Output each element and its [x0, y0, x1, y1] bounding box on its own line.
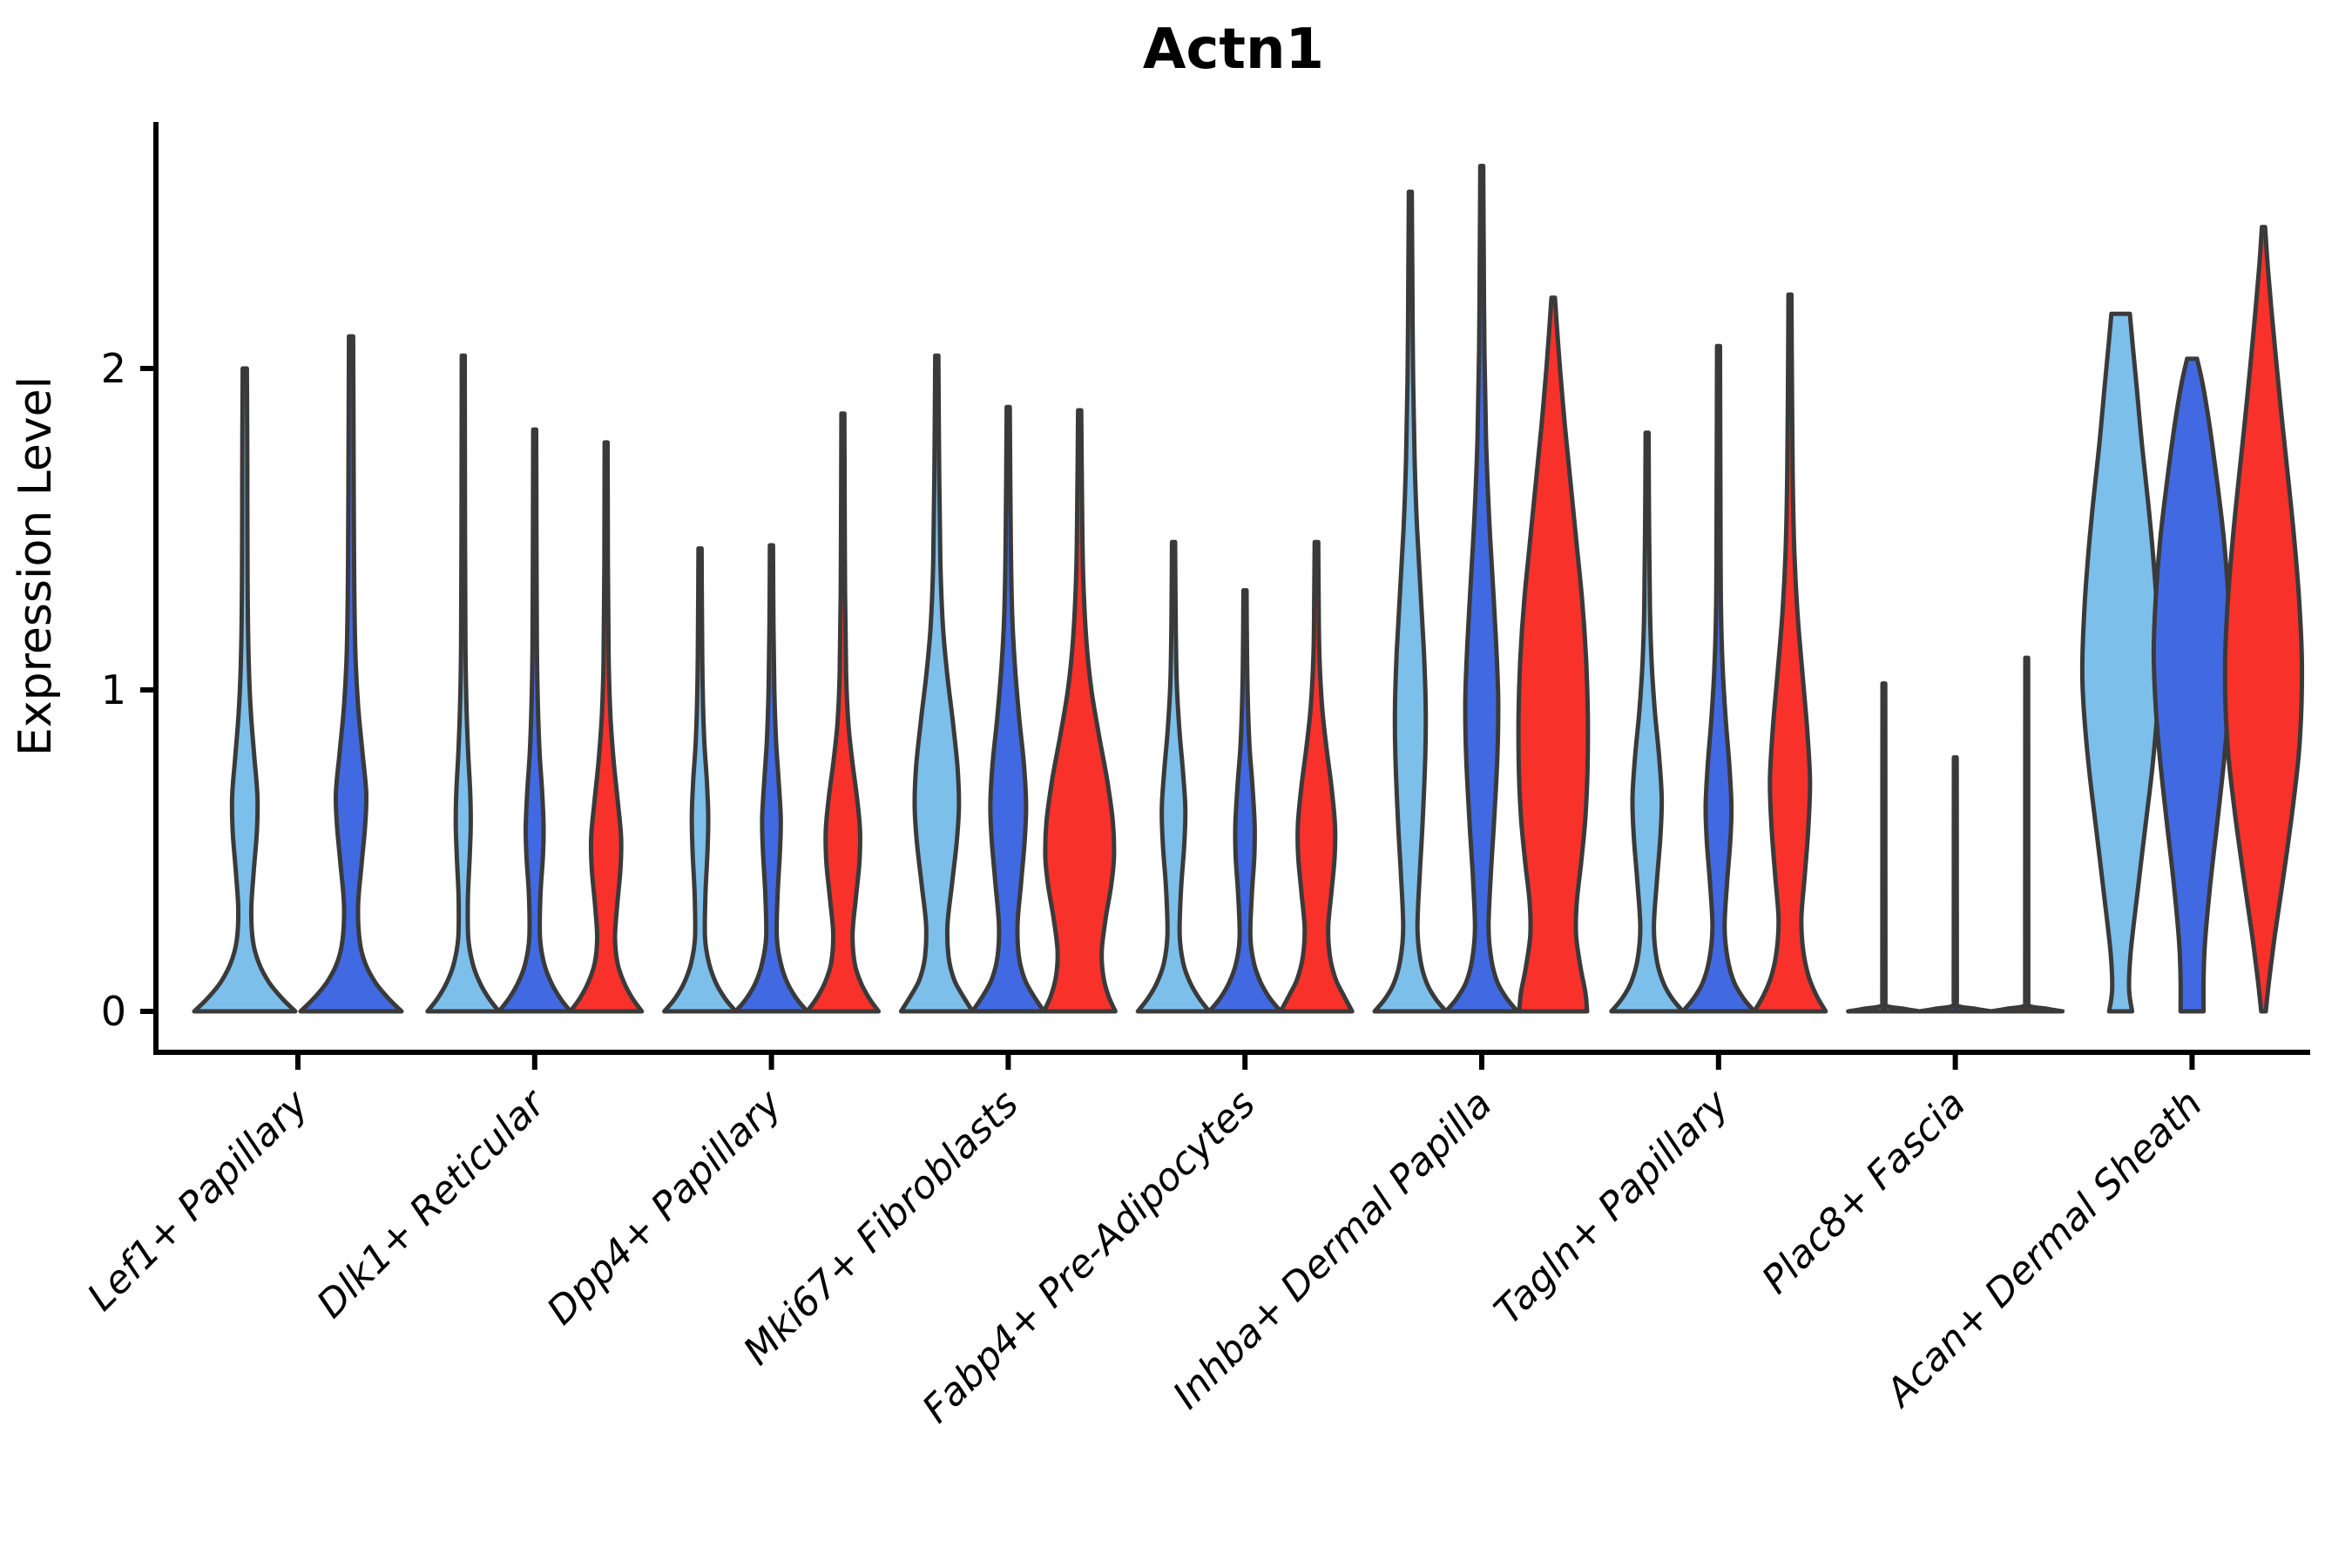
- violin-dlk1-group-1: [425, 353, 502, 1014]
- x-tick-label-lef1: Lef1+ Papillary: [79, 1081, 318, 1320]
- y-tick-label: 2: [101, 345, 126, 392]
- violin-fabp4-group-3: [1278, 539, 1355, 1014]
- violin-plac8-group-1: [1846, 681, 1923, 1014]
- violin-inhba-group-3: [1516, 295, 1591, 1014]
- violin-inhba-group-1: [1372, 189, 1449, 1014]
- x-tick-label-plac8: Plac8+ Fascia: [1754, 1082, 1974, 1302]
- violin-dpp4-group-3: [805, 411, 882, 1014]
- violin-lef1-group-1: [192, 366, 298, 1014]
- violin-dlk1-group-3: [568, 440, 645, 1014]
- chart-title: Actn1: [1143, 17, 1324, 82]
- violin-dpp4-group-1: [662, 546, 739, 1014]
- axes: [140, 122, 2310, 1070]
- violin-acan-group-3: [2222, 225, 2305, 1014]
- y-tick-label: 1: [101, 666, 126, 713]
- violin-lef1-group-2: [298, 334, 404, 1014]
- y-axis-label: Expression Level: [10, 376, 62, 756]
- violin-tagln-group-2: [1680, 343, 1757, 1014]
- violin-acan-group-1: [2079, 311, 2161, 1014]
- violin-acan-group-2: [2151, 356, 2233, 1014]
- y-tick-label: 0: [101, 988, 126, 1035]
- x-tick-label-dpp4: Dpp4+ Papillary: [538, 1081, 791, 1334]
- violin-mki67-group-3: [1041, 408, 1118, 1014]
- violin-mki67-group-1: [898, 353, 975, 1014]
- violin-plac8-group-2: [1917, 755, 1994, 1014]
- violin-mki67-group-2: [970, 404, 1046, 1014]
- violin-tagln-group-1: [1609, 430, 1686, 1014]
- violin-dlk1-group-2: [497, 427, 573, 1014]
- violin-tagln-group-3: [1752, 292, 1828, 1014]
- x-tick-label-tagln: Tagln+ Papillary: [1486, 1081, 1738, 1333]
- violin-plac8-group-3: [1989, 655, 2065, 1014]
- violin-inhba-group-2: [1443, 164, 1520, 1014]
- violins-layer: [192, 164, 2305, 1014]
- violin-fabp4-group-2: [1206, 588, 1283, 1014]
- violin-fabp4-group-1: [1135, 539, 1212, 1014]
- violin-dpp4-group-2: [733, 543, 810, 1014]
- x-tick-label-dlk1: Dlk1+ Reticular: [308, 1080, 555, 1327]
